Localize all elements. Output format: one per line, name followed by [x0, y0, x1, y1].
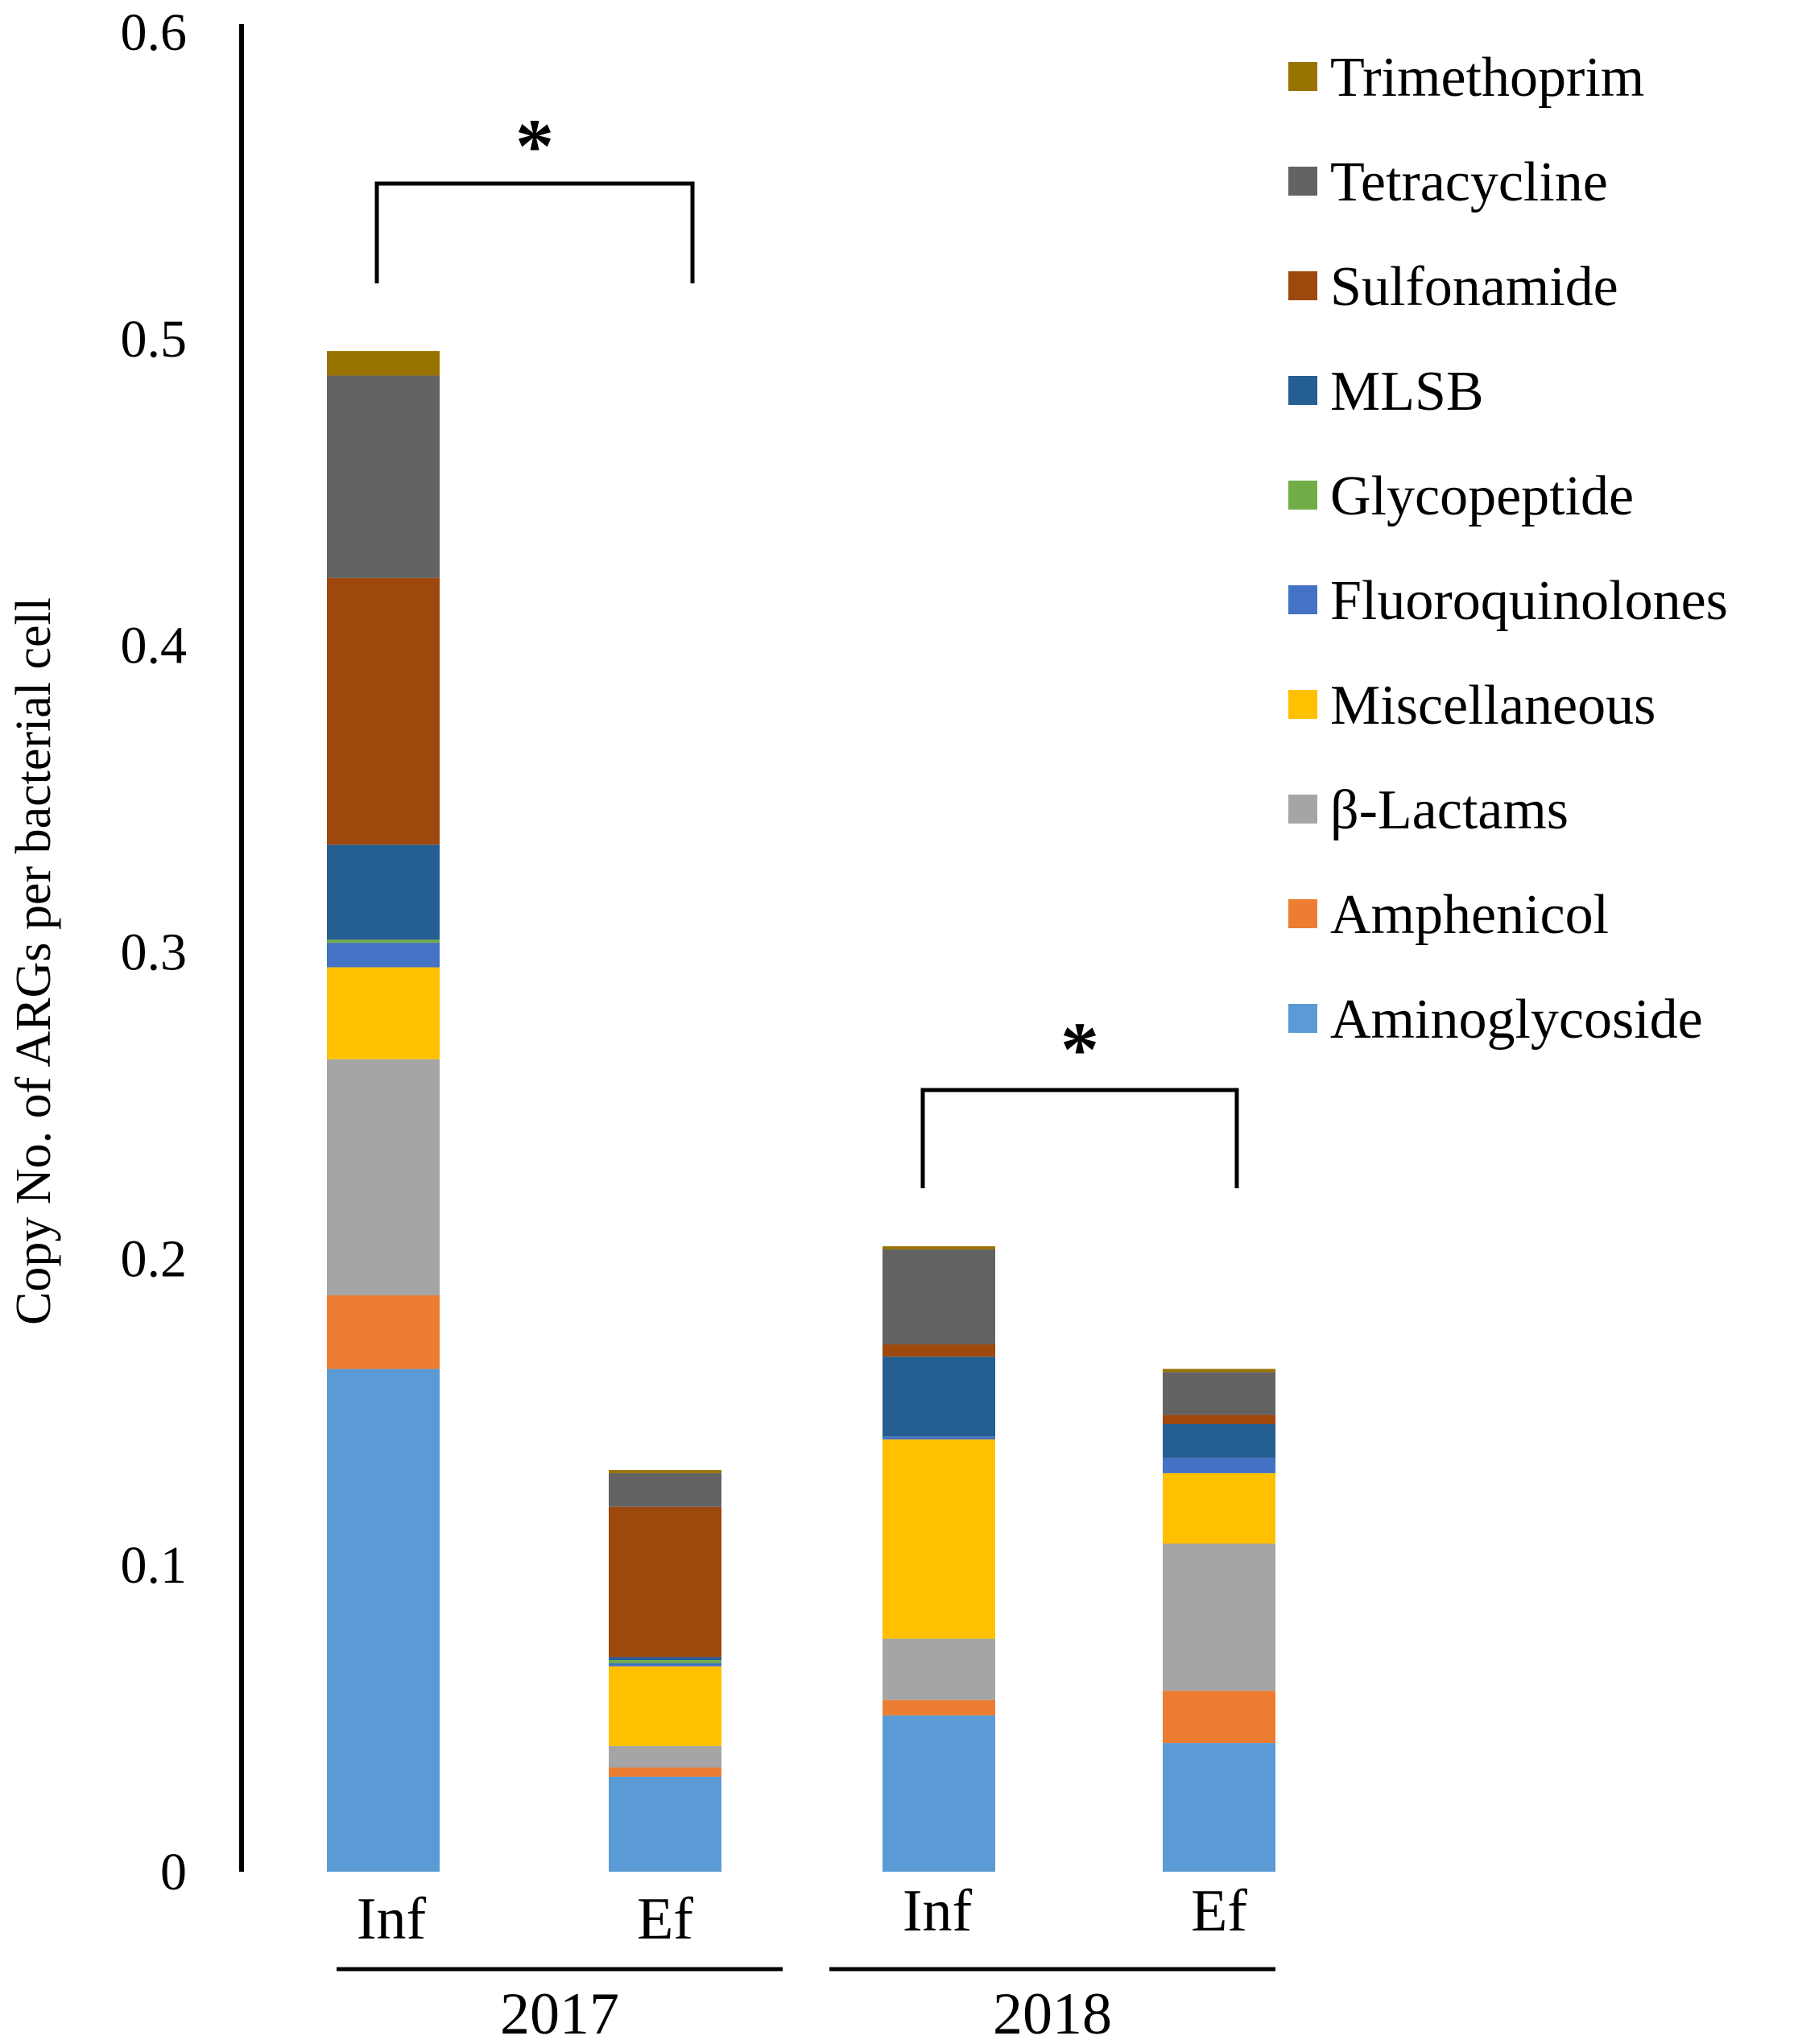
- bar-segment-tetracycline: [883, 1249, 995, 1344]
- legend-item: Sulfonamide: [1288, 256, 1618, 318]
- bar-segment-aminoglycoside: [327, 1369, 440, 1872]
- legend: Trimethoprim Tetracycline Sulfonamide MLSB G…: [1288, 47, 1728, 1051]
- legend-label: Tetracycline: [1330, 151, 1608, 213]
- x-category-labels: Inf Ef Inf Ef: [357, 1878, 1247, 1952]
- y-tick-labels: 0 0.1 0.2 0.3 0.4 0.5 0.6: [121, 3, 188, 1902]
- legend-label: Amphenicol: [1330, 884, 1609, 946]
- legend-label: β-Lactams: [1330, 779, 1569, 841]
- y-tick-label: 0.3: [121, 923, 188, 982]
- bar-stack-3: [1163, 1369, 1275, 1872]
- bar-segment-aminoglycoside: [1163, 1743, 1275, 1872]
- bar-segment-fluoroquinolones: [1163, 1457, 1275, 1473]
- bar-segment-glycopeptide: [327, 939, 440, 944]
- bar-segment-amphenicol: [609, 1767, 721, 1777]
- legend-swatch: [1288, 690, 1317, 719]
- legend-swatch: [1288, 271, 1317, 300]
- bar-segment-amphenicol: [1163, 1691, 1275, 1744]
- legend-swatch: [1288, 585, 1317, 614]
- legend-label: Aminoglycoside: [1330, 989, 1703, 1051]
- bar-segment--lactams: [1163, 1543, 1275, 1691]
- legend-item: Miscellaneous: [1288, 675, 1656, 737]
- bar-segment-fluoroquinolones: [609, 1663, 721, 1666]
- legend-swatch: [1288, 62, 1317, 91]
- bar-segment-miscellaneous: [883, 1439, 995, 1639]
- legend-label: Glycopeptide: [1330, 465, 1634, 527]
- bar-stack-0: [327, 351, 440, 1872]
- x-category-label: Ef: [637, 1886, 693, 1952]
- bar-segment-miscellaneous: [1163, 1472, 1275, 1544]
- bar-segment-sulfonamide: [1163, 1414, 1275, 1424]
- bar-stacks: [327, 351, 1275, 1872]
- bar-segment--lactams: [883, 1638, 995, 1700]
- bar-segment-mlsb: [883, 1356, 995, 1437]
- significance-star-2018: *: [1060, 1006, 1099, 1092]
- y-tick-label: 0.5: [121, 310, 188, 369]
- group-label: 2018: [993, 1981, 1112, 2040]
- legend-swatch: [1288, 899, 1317, 928]
- x-category-label: Ef: [1191, 1878, 1247, 1944]
- legend-item: Trimethoprim: [1288, 47, 1644, 109]
- y-tick-label: 0.6: [121, 3, 188, 62]
- bar-segment-tetracycline: [1163, 1372, 1275, 1415]
- y-tick-label: 0.4: [121, 617, 188, 675]
- significance-star-2017: *: [515, 103, 554, 189]
- bar-stack-2: [883, 1246, 995, 1872]
- legend-swatch: [1288, 167, 1317, 196]
- legend-swatch: [1288, 1004, 1317, 1033]
- legend-item: Amphenicol: [1288, 884, 1609, 946]
- y-tick-label: 0.1: [121, 1536, 188, 1595]
- bar-segment-amphenicol: [327, 1295, 440, 1369]
- bar-segment-amphenicol: [883, 1699, 995, 1716]
- x-category-label: Inf: [903, 1878, 973, 1944]
- group-label: 2017: [500, 1981, 619, 2040]
- bar-segment-sulfonamide: [327, 577, 440, 845]
- bar-segment-tetracycline: [609, 1472, 721, 1507]
- y-tick-label: 0: [160, 1843, 187, 1902]
- legend-label: Miscellaneous: [1330, 675, 1656, 737]
- x-category-label: Inf: [357, 1886, 427, 1952]
- legend-swatch: [1288, 795, 1317, 824]
- y-tick-label: 0.2: [121, 1229, 188, 1288]
- legend-label: Trimethoprim: [1330, 47, 1644, 109]
- legend-swatch: [1288, 481, 1317, 510]
- bar-segment-sulfonamide: [609, 1506, 721, 1658]
- bar-segment-aminoglycoside: [883, 1715, 995, 1872]
- bar-segment-aminoglycoside: [609, 1776, 721, 1872]
- legend-swatch: [1288, 376, 1317, 405]
- bar-segment-fluoroquinolones: [883, 1436, 995, 1440]
- bar-segment-fluoroquinolones: [327, 943, 440, 968]
- legend-item: Aminoglycoside: [1288, 989, 1703, 1051]
- bar-segment-mlsb: [609, 1657, 721, 1661]
- bar-segment-mlsb: [1163, 1423, 1275, 1458]
- bar-segment-tetracycline: [327, 375, 440, 578]
- bar-segment-miscellaneous: [327, 967, 440, 1059]
- legend-item: Tetracycline: [1288, 151, 1608, 213]
- legend-item: Fluoroquinolones: [1288, 570, 1728, 632]
- bar-segment-trimethoprim: [609, 1470, 721, 1473]
- legend-item: Glycopeptide: [1288, 465, 1634, 527]
- bar-segment-sulfonamide: [883, 1344, 995, 1357]
- bar-segment-glycopeptide: [609, 1660, 721, 1664]
- bar-segment-mlsb: [327, 844, 440, 940]
- y-axis-title: Copy No. of ARGs per bacterial cell: [6, 597, 61, 1325]
- legend-item: MLSB: [1288, 361, 1484, 423]
- legend-label: MLSB: [1330, 361, 1484, 423]
- bar-segment-trimethoprim: [883, 1246, 995, 1249]
- bar-segment-trimethoprim: [1163, 1369, 1275, 1373]
- bar-segment--lactams: [609, 1745, 721, 1768]
- legend-label: Fluoroquinolones: [1330, 570, 1728, 632]
- bar-stack-1: [609, 1470, 721, 1872]
- bar-segment-miscellaneous: [609, 1666, 721, 1746]
- legend-item: β-Lactams: [1288, 779, 1569, 841]
- significance-bracket-2017: [374, 181, 695, 283]
- significance-bracket-2018: [920, 1088, 1239, 1188]
- bar-segment--lactams: [327, 1059, 440, 1296]
- legend-label: Sulfonamide: [1330, 256, 1618, 318]
- bar-segment-trimethoprim: [327, 351, 440, 376]
